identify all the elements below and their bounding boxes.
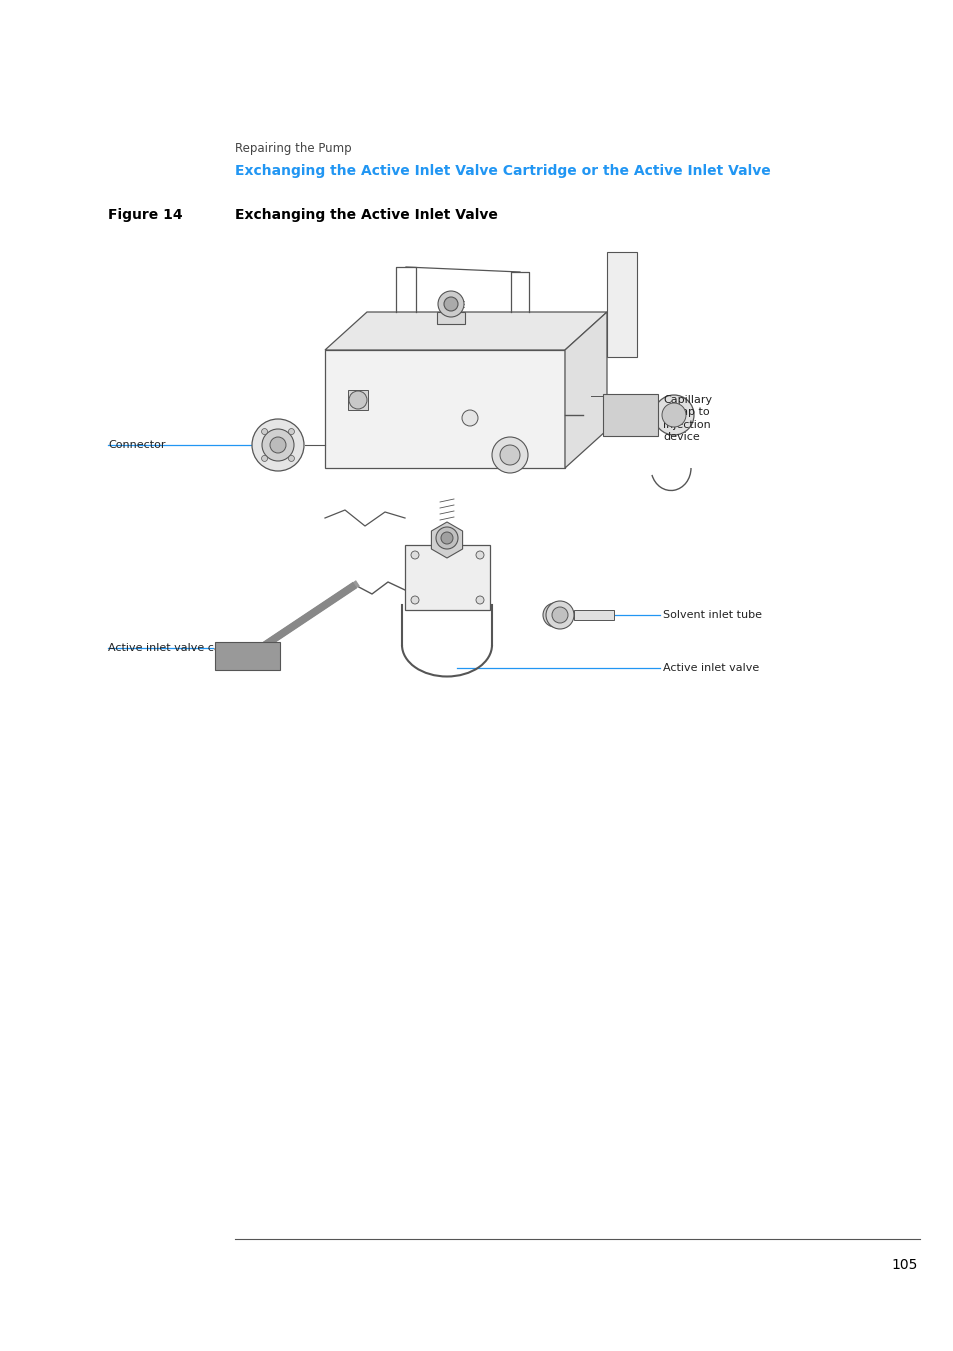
Circle shape <box>440 532 453 544</box>
Circle shape <box>661 403 685 427</box>
Polygon shape <box>564 312 606 467</box>
Circle shape <box>288 455 294 462</box>
Bar <box>574 611 614 620</box>
Circle shape <box>654 394 693 435</box>
Circle shape <box>476 596 483 604</box>
Text: Capillary
pump to
injection
device: Capillary pump to injection device <box>662 394 711 442</box>
Circle shape <box>261 455 267 462</box>
Text: Active inlet valve cable: Active inlet valve cable <box>108 643 237 653</box>
Circle shape <box>270 436 286 453</box>
Text: Figure 14: Figure 14 <box>108 208 182 222</box>
Circle shape <box>545 601 574 630</box>
Polygon shape <box>431 521 462 558</box>
Circle shape <box>261 428 267 435</box>
Text: Connector: Connector <box>108 440 165 450</box>
Bar <box>602 394 658 436</box>
Circle shape <box>437 290 463 317</box>
Circle shape <box>411 551 418 559</box>
Circle shape <box>461 409 477 426</box>
Polygon shape <box>436 312 464 324</box>
Text: Exchanging the Active Inlet Valve Cartridge or the Active Inlet Valve: Exchanging the Active Inlet Valve Cartri… <box>234 163 770 178</box>
Circle shape <box>436 527 457 549</box>
Circle shape <box>476 551 483 559</box>
Polygon shape <box>325 350 564 467</box>
Bar <box>348 390 368 409</box>
Text: Repairing the Pump: Repairing the Pump <box>234 142 352 155</box>
Text: 105: 105 <box>891 1258 917 1273</box>
Circle shape <box>443 297 457 311</box>
Circle shape <box>499 444 519 465</box>
Bar <box>214 642 280 670</box>
Polygon shape <box>405 544 490 611</box>
Circle shape <box>542 603 566 627</box>
Circle shape <box>262 430 294 461</box>
Circle shape <box>349 390 367 409</box>
Polygon shape <box>325 312 606 350</box>
Text: Exchanging the Active Inlet Valve: Exchanging the Active Inlet Valve <box>234 208 497 222</box>
Circle shape <box>492 436 527 473</box>
Polygon shape <box>606 253 637 357</box>
Circle shape <box>288 428 294 435</box>
Text: Solvent inlet tube: Solvent inlet tube <box>662 611 761 620</box>
Circle shape <box>552 607 567 623</box>
Circle shape <box>411 596 418 604</box>
Circle shape <box>252 419 304 471</box>
Text: Active inlet valve: Active inlet valve <box>662 663 759 673</box>
